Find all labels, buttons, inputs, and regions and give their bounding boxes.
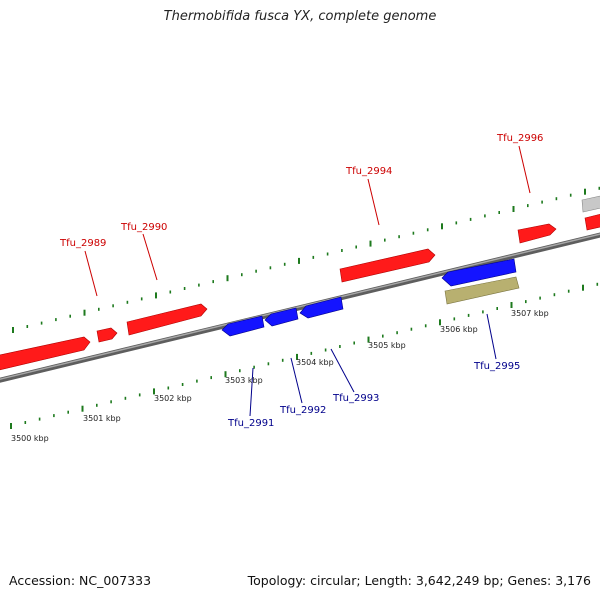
gene-arrow-tfu-2990[interactable] [126,303,208,336]
reverse-features [221,258,520,337]
leader-tfu-2990 [142,233,158,281]
gene-label-tfu-2992[interactable]: Tfu_2992 [279,405,326,416]
forward-features [0,195,600,371]
reverse-leader-lines [249,313,497,417]
ruler-label-3506: 3506 kbp [440,325,478,334]
leader-tfu-2992 [290,357,303,404]
map-title: Thermobifida fusca YX, complete genome [163,9,437,24]
ruler-label-3502: 3502 kbp [154,394,192,403]
leader-tfu-2991 [249,367,254,417]
gene-arrow-tfu-2988[interactable] [0,336,91,371]
lower-tick-track [10,282,599,429]
ruler-label-3507: 3507 kbp [511,309,549,318]
gene-arrow-tfu-2991[interactable] [221,315,265,337]
gene-label-tfu-2994[interactable]: Tfu_2994 [345,166,392,177]
gene-arrow-tfu-2995[interactable] [441,258,517,287]
gene-arrow-tfu-2992[interactable] [264,307,299,327]
gene-label-tfu-2995[interactable]: Tfu_2995 [473,361,520,372]
gene-arrow-tfu-2994[interactable] [339,248,436,283]
gene-label-tfu-2996[interactable]: Tfu_2996 [496,133,543,144]
genome-summary-text: Topology: circular; Length: 3,642,249 bp… [247,573,591,588]
gene-arrow-tfu-2989[interactable] [96,327,118,343]
upper-tick-track [12,186,600,333]
leader-tfu-2996 [518,145,531,194]
ruler-label-3503: 3503 kbp [225,376,263,385]
leader-tfu-2989 [84,250,98,297]
gene-arrow-next[interactable] [584,213,600,231]
gene-arrow-tfu-2993[interactable] [299,296,344,319]
gene-label-tfu-2991[interactable]: Tfu_2991 [227,418,274,429]
other-feature-arrow[interactable] [581,195,600,213]
gene-label-tfu-2993[interactable]: Tfu_2993 [332,393,379,404]
ruler-label-3501: 3501 kbp [83,414,121,423]
ruler-label-3505: 3505 kbp [368,341,406,350]
ruler-label-3500: 3500 kbp [11,434,49,443]
gene-label-tfu-2990[interactable]: Tfu_2990 [120,222,167,233]
gene-arrow-tfu-2996[interactable] [517,223,557,244]
ruler-label-3504: 3504 kbp [296,358,334,367]
leader-tfu-2994 [367,178,380,226]
leader-tfu-2993 [330,348,355,393]
gene-label-tfu-2989[interactable]: Tfu_2989 [59,238,106,249]
accession-text: Accession: NC_007333 [9,573,152,588]
forward-leader-lines [84,145,531,297]
genome-backbone [0,232,600,383]
leader-tfu-2995 [486,313,497,360]
rna-feature-arrow[interactable] [444,276,520,305]
